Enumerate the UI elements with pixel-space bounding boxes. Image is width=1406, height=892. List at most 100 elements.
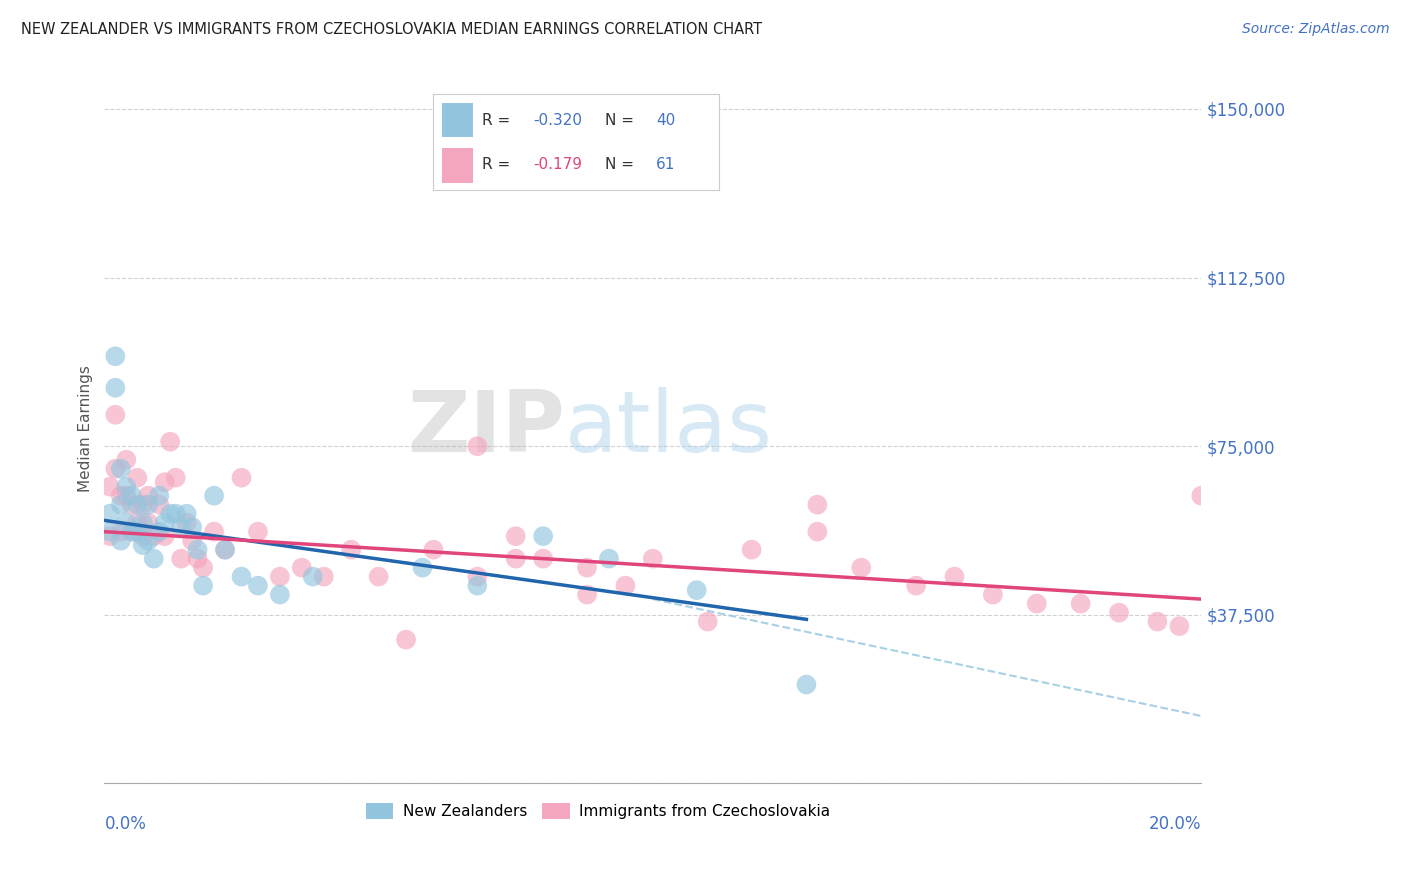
Point: [132, 538, 155, 552]
Point: [159, 507, 181, 521]
Point: [202, 489, 225, 503]
Point: [165, 507, 187, 521]
Point: [531, 551, 554, 566]
Point: [136, 516, 159, 530]
Point: [104, 381, 127, 395]
Point: [191, 579, 214, 593]
Point: [136, 489, 159, 503]
Text: 20.0%: 20.0%: [1149, 815, 1201, 833]
Point: [851, 560, 873, 574]
Point: [312, 569, 335, 583]
Point: [176, 507, 198, 521]
Point: [132, 498, 155, 512]
Point: [115, 516, 138, 530]
Point: [176, 516, 198, 530]
Point: [796, 677, 818, 691]
Point: [395, 632, 418, 647]
Point: [367, 569, 389, 583]
Point: [104, 461, 127, 475]
Point: [170, 520, 193, 534]
Point: [576, 560, 599, 574]
Point: [505, 529, 527, 543]
Point: [291, 560, 314, 574]
Point: [1146, 615, 1168, 629]
Point: [214, 542, 236, 557]
Point: [696, 615, 718, 629]
Point: [641, 551, 664, 566]
Point: [231, 569, 253, 583]
Point: [148, 524, 170, 539]
Text: ZIP: ZIP: [408, 387, 565, 470]
Point: [127, 471, 149, 485]
Legend: New Zealanders, Immigrants from Czechoslovakia: New Zealanders, Immigrants from Czechosl…: [360, 797, 837, 826]
Point: [148, 498, 170, 512]
Point: [148, 489, 170, 503]
Y-axis label: Median Earnings: Median Earnings: [79, 365, 93, 491]
Point: [121, 524, 143, 539]
Point: [741, 542, 763, 557]
Point: [576, 588, 599, 602]
Point: [981, 588, 1004, 602]
Point: [115, 489, 138, 503]
Point: [121, 498, 143, 512]
Point: [153, 529, 176, 543]
Point: [132, 516, 155, 530]
Point: [905, 579, 928, 593]
Point: [422, 542, 444, 557]
Point: [1189, 489, 1212, 503]
Point: [110, 498, 132, 512]
Point: [165, 471, 187, 485]
Point: [170, 551, 193, 566]
Point: [1108, 606, 1130, 620]
Point: [943, 569, 966, 583]
Point: [202, 524, 225, 539]
Point: [98, 507, 121, 521]
Point: [269, 569, 291, 583]
Point: [127, 516, 149, 530]
Point: [127, 498, 149, 512]
Point: [187, 542, 209, 557]
Point: [269, 588, 291, 602]
Text: atlas: atlas: [565, 387, 773, 470]
Point: [110, 461, 132, 475]
Point: [411, 560, 433, 574]
Point: [104, 408, 127, 422]
Point: [98, 480, 121, 494]
Point: [115, 452, 138, 467]
Point: [104, 349, 127, 363]
Point: [121, 524, 143, 539]
Point: [231, 471, 253, 485]
Point: [686, 583, 709, 598]
Point: [340, 542, 363, 557]
Point: [110, 489, 132, 503]
Point: [806, 524, 828, 539]
Point: [159, 434, 181, 449]
Point: [142, 551, 165, 566]
Point: [181, 520, 204, 534]
Text: Source: ZipAtlas.com: Source: ZipAtlas.com: [1241, 22, 1389, 37]
Point: [246, 579, 269, 593]
Point: [98, 524, 121, 539]
Point: [110, 524, 132, 539]
Point: [153, 475, 176, 490]
Text: 0.0%: 0.0%: [104, 815, 146, 833]
Text: NEW ZEALANDER VS IMMIGRANTS FROM CZECHOSLOVAKIA MEDIAN EARNINGS CORRELATION CHAR: NEW ZEALANDER VS IMMIGRANTS FROM CZECHOS…: [21, 22, 762, 37]
Point: [301, 569, 323, 583]
Point: [121, 489, 143, 503]
Point: [127, 524, 149, 539]
Point: [136, 533, 159, 548]
Point: [467, 439, 489, 453]
Point: [1168, 619, 1191, 633]
Point: [531, 529, 554, 543]
Point: [1070, 597, 1092, 611]
Point: [191, 560, 214, 574]
Point: [142, 529, 165, 543]
Point: [132, 529, 155, 543]
Point: [246, 524, 269, 539]
Point: [187, 551, 209, 566]
Point: [110, 533, 132, 548]
Point: [614, 579, 637, 593]
Point: [98, 529, 121, 543]
Point: [153, 516, 176, 530]
Point: [467, 579, 489, 593]
